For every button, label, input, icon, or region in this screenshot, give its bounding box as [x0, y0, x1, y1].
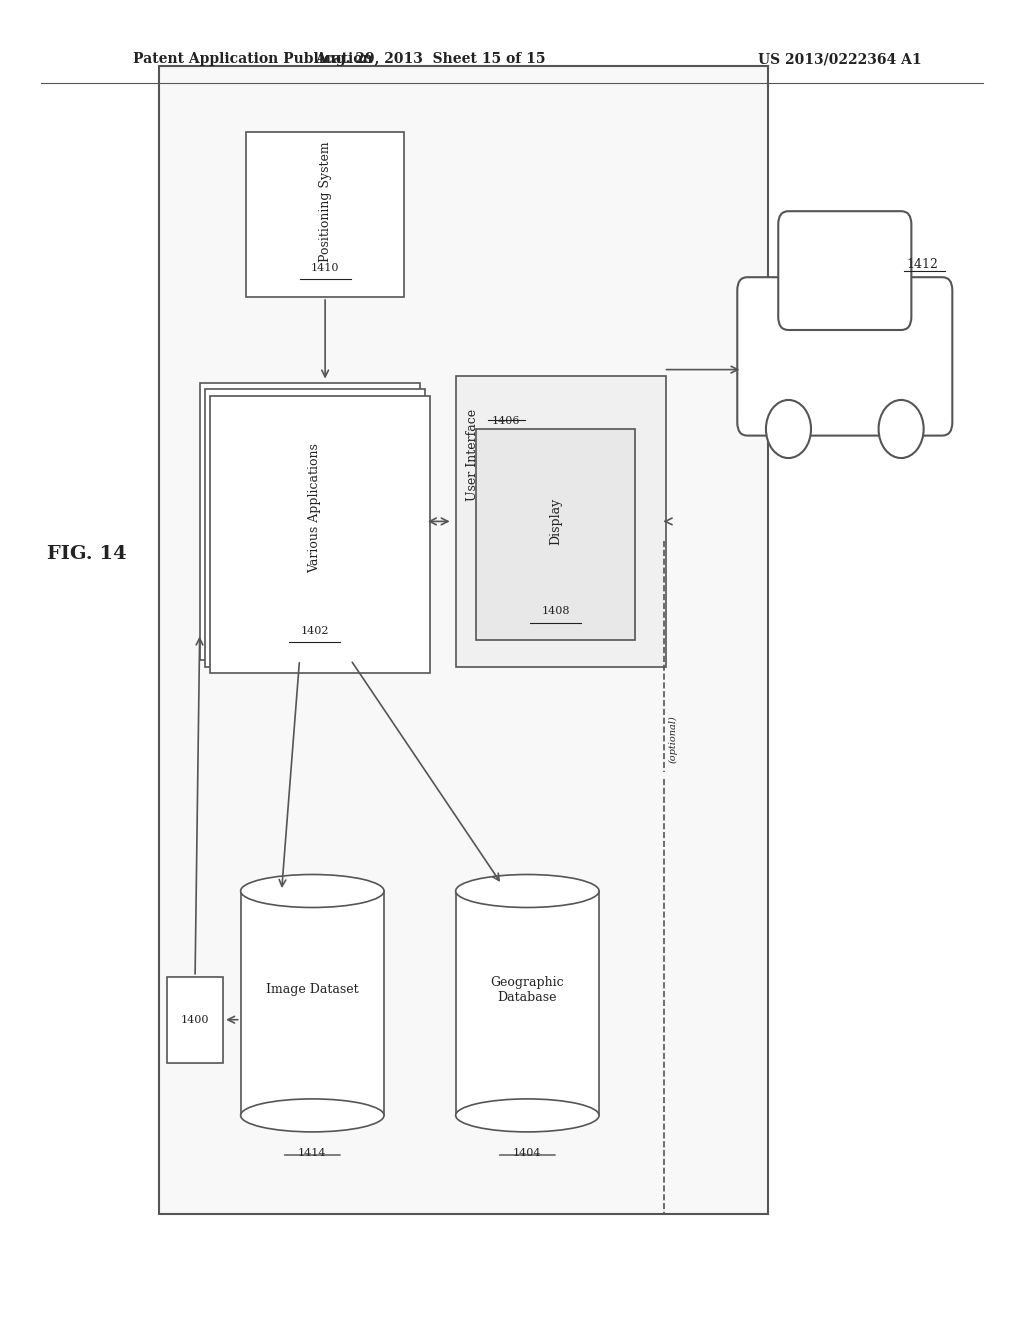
Text: 1412: 1412	[906, 257, 938, 271]
Text: US 2013/0222364 A1: US 2013/0222364 A1	[758, 53, 922, 66]
FancyBboxPatch shape	[205, 389, 425, 667]
Ellipse shape	[241, 874, 384, 908]
Text: Display: Display	[549, 498, 562, 545]
FancyBboxPatch shape	[456, 376, 666, 667]
FancyBboxPatch shape	[210, 396, 430, 673]
FancyBboxPatch shape	[476, 429, 635, 640]
Ellipse shape	[456, 874, 599, 908]
FancyBboxPatch shape	[159, 66, 768, 1214]
Circle shape	[766, 400, 811, 458]
Bar	[241, 891, 384, 1115]
Text: Positioning System: Positioning System	[318, 141, 332, 261]
FancyBboxPatch shape	[246, 132, 404, 297]
Text: Various Applications: Various Applications	[308, 444, 322, 573]
Text: Aug. 29, 2013  Sheet 15 of 15: Aug. 29, 2013 Sheet 15 of 15	[314, 53, 546, 66]
FancyBboxPatch shape	[200, 383, 420, 660]
Text: Patent Application Publication: Patent Application Publication	[133, 53, 373, 66]
Text: Geographic
Database: Geographic Database	[490, 975, 564, 1005]
Text: User Interface: User Interface	[466, 409, 479, 502]
FancyBboxPatch shape	[737, 277, 952, 436]
Bar	[456, 891, 599, 1115]
Text: (optional): (optional)	[669, 715, 678, 763]
Text: 1400: 1400	[181, 1015, 209, 1024]
Text: 1410: 1410	[311, 263, 339, 273]
Text: FIG. 14: FIG. 14	[47, 545, 127, 564]
FancyBboxPatch shape	[167, 977, 223, 1063]
Text: 1408: 1408	[542, 606, 569, 616]
FancyBboxPatch shape	[778, 211, 911, 330]
Ellipse shape	[456, 1098, 599, 1133]
Circle shape	[879, 400, 924, 458]
Ellipse shape	[241, 1098, 384, 1133]
Text: 1404: 1404	[513, 1148, 542, 1159]
Text: 1402: 1402	[301, 626, 329, 636]
Text: 1414: 1414	[298, 1148, 327, 1159]
Text: 1406: 1406	[492, 416, 520, 426]
Text: Image Dataset: Image Dataset	[266, 983, 358, 997]
